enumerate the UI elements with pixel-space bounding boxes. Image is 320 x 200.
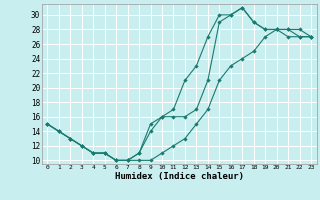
X-axis label: Humidex (Indice chaleur): Humidex (Indice chaleur) (115, 172, 244, 181)
